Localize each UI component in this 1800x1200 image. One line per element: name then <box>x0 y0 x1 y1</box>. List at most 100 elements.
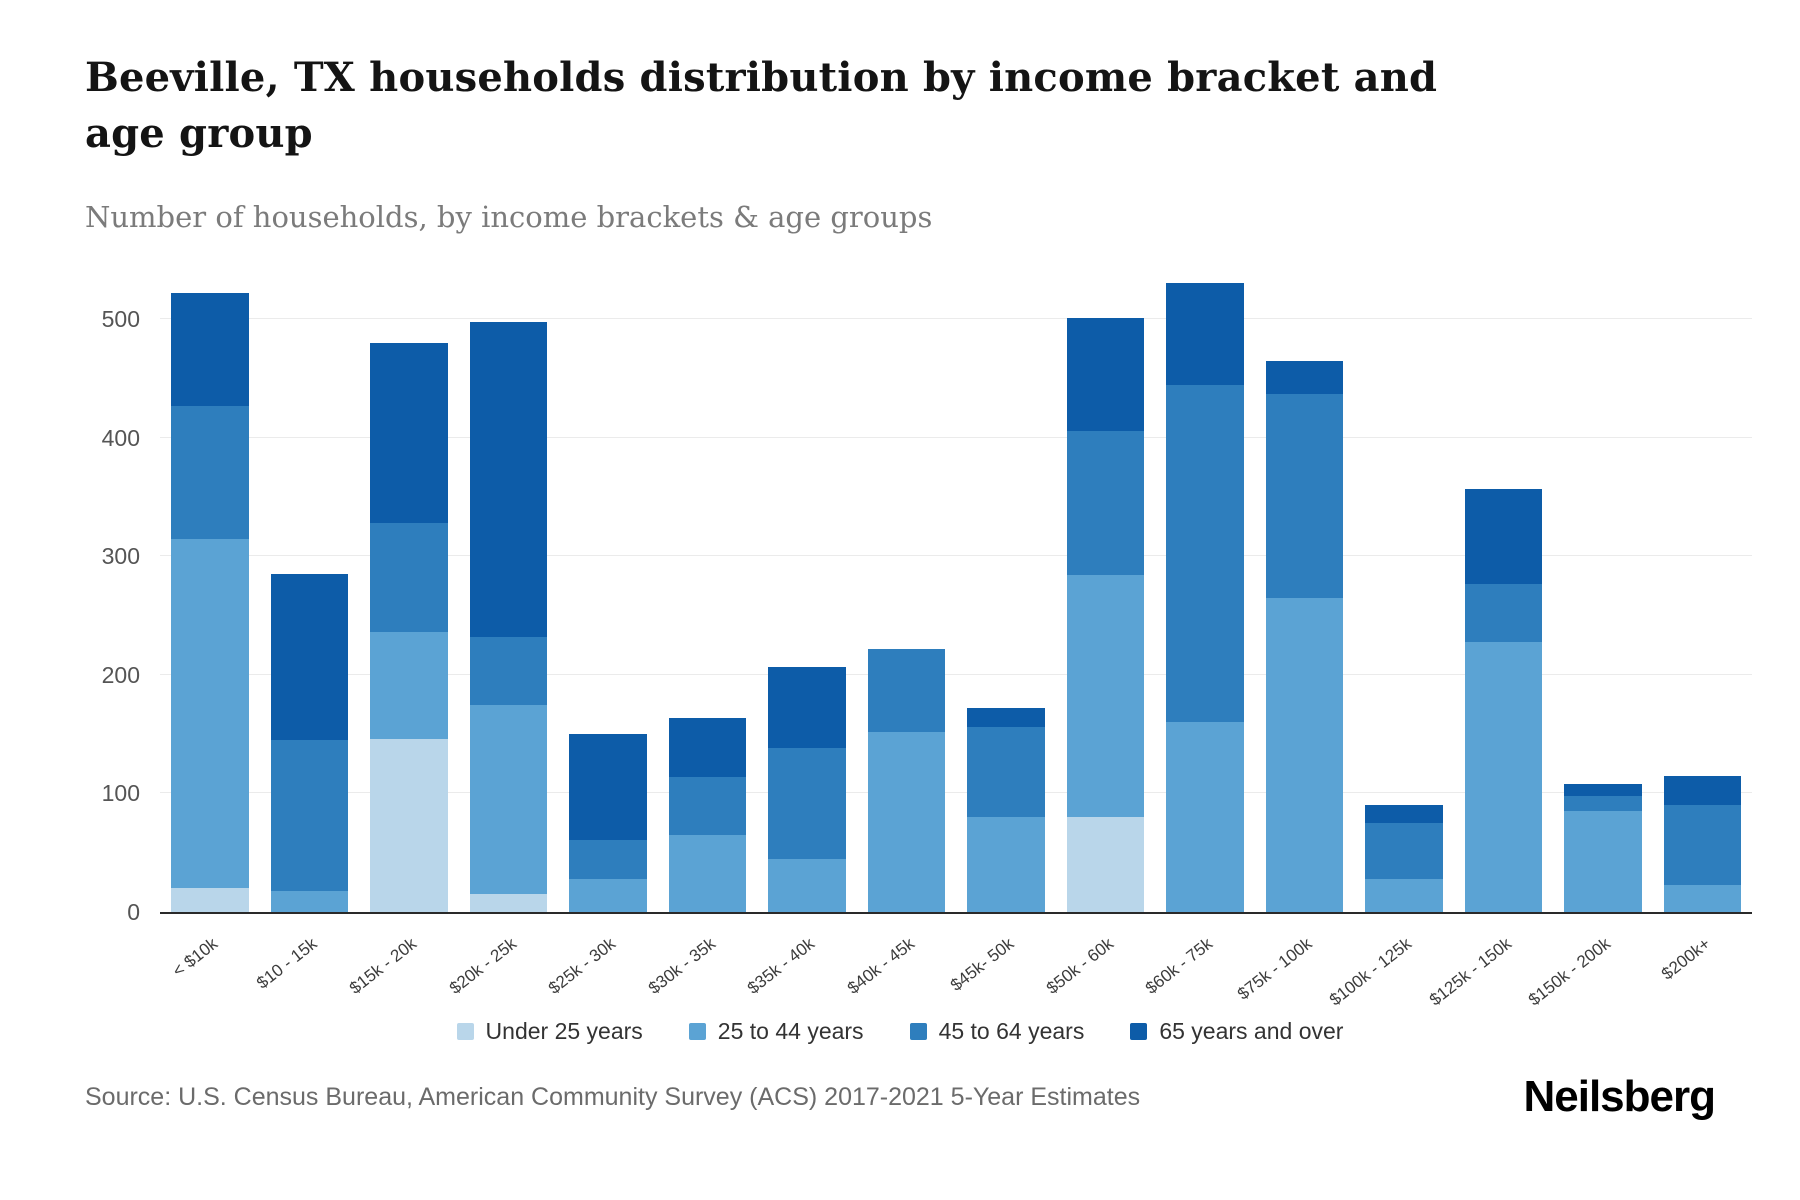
x-tick-label: $10 - 15k <box>253 934 321 993</box>
x-tick-label: $25k - 30k <box>545 934 620 998</box>
bar <box>1265 272 1343 912</box>
bar-segment[interactable] <box>967 708 1045 728</box>
bar-segment[interactable] <box>967 727 1045 818</box>
x-tick-label: < $10k <box>169 934 222 981</box>
bar-segment[interactable] <box>370 738 448 912</box>
bar-segment[interactable] <box>1464 488 1542 584</box>
bar <box>370 272 448 912</box>
x-tick-label: $100k - 125k <box>1326 934 1416 1010</box>
bar-segment[interactable] <box>1166 384 1244 723</box>
bar-segment[interactable] <box>1066 817 1144 912</box>
x-tick-label: $50k - 60k <box>1042 934 1117 998</box>
bar-segment[interactable] <box>668 717 746 777</box>
bar-segment[interactable] <box>171 538 249 889</box>
bar-segment[interactable] <box>1663 775 1741 806</box>
y-tick-label: 500 <box>101 306 140 333</box>
bar-segment[interactable] <box>1066 575 1144 818</box>
bar-segment[interactable] <box>1166 282 1244 385</box>
bar <box>270 272 348 912</box>
bar-segment[interactable] <box>569 734 647 840</box>
x-tick-label: $35k - 40k <box>744 934 819 998</box>
legend-swatch <box>1130 1023 1148 1040</box>
bar <box>1464 272 1542 912</box>
legend-swatch <box>456 1023 474 1040</box>
chart-legend: Under 25 years 25 to 44 years 45 to 64 yea… <box>0 1018 1800 1045</box>
bar-segment[interactable] <box>1663 884 1741 912</box>
legend-item[interactable]: Under 25 years <box>456 1018 643 1045</box>
bar-segment[interactable] <box>1066 430 1144 576</box>
bar-segment[interactable] <box>1265 360 1343 395</box>
y-tick-label: 200 <box>101 661 140 688</box>
x-tick-label: $200k+ <box>1657 934 1714 984</box>
bar-segment[interactable] <box>1564 811 1642 912</box>
bar <box>967 272 1045 912</box>
bar-segment[interactable] <box>270 740 348 891</box>
bar-segment[interactable] <box>1564 784 1642 796</box>
legend-label: 45 to 64 years <box>938 1018 1085 1044</box>
bar-segment[interactable] <box>370 343 448 524</box>
bar-segment[interactable] <box>668 776 746 835</box>
bar-segment[interactable] <box>768 858 846 912</box>
plot-area <box>160 272 1752 914</box>
bar <box>1564 272 1642 912</box>
bar-segment[interactable] <box>1365 805 1443 824</box>
legend-swatch <box>909 1023 927 1040</box>
bar-segment[interactable] <box>1365 878 1443 912</box>
gridline <box>160 318 1752 320</box>
bar-segment[interactable] <box>171 293 249 406</box>
bar-segment[interactable] <box>1166 722 1244 912</box>
legend-label: 65 years and over <box>1159 1018 1344 1044</box>
bar <box>469 272 547 912</box>
bar-segment[interactable] <box>867 731 945 912</box>
legend-item[interactable]: 45 to 64 years <box>909 1018 1085 1045</box>
bar-segment[interactable] <box>469 894 547 912</box>
stacked-bar-chart: 0 100 200 300 400 500 < $10k $10 - 15k $15k - 2… <box>70 272 1760 1062</box>
bar-segment[interactable] <box>1365 823 1443 879</box>
x-tick-label: $20k - 25k <box>445 934 520 998</box>
y-tick-label: 0 <box>127 899 140 925</box>
bar-segment[interactable] <box>569 839 647 879</box>
bar-segment[interactable] <box>469 704 547 895</box>
bar-segment[interactable] <box>370 523 448 633</box>
gridline <box>160 792 1752 794</box>
bar-segment[interactable] <box>270 574 348 741</box>
gridline <box>160 436 1752 438</box>
bar-segment[interactable] <box>867 648 945 732</box>
bar-segment[interactable] <box>668 834 746 912</box>
legend-label: Under 25 years <box>485 1018 643 1044</box>
bar-segment[interactable] <box>1663 805 1741 885</box>
x-tick-label: $30k - 35k <box>644 934 719 998</box>
bar <box>569 272 647 912</box>
y-tick-label: 300 <box>101 543 140 570</box>
bar-segment[interactable] <box>1464 583 1542 642</box>
bar-segment[interactable] <box>768 666 846 749</box>
bar-segment[interactable] <box>469 637 547 705</box>
bar-segment[interactable] <box>569 878 647 912</box>
bar-segment[interactable] <box>1066 318 1144 431</box>
neilsberg-logo: Neilsberg <box>1523 1072 1716 1121</box>
bar-segment[interactable] <box>270 890 348 912</box>
gridline <box>160 555 1752 557</box>
bar-segment[interactable] <box>469 321 547 638</box>
bar-segment[interactable] <box>1564 795 1642 812</box>
y-axis-labels: 0 100 200 300 400 500 <box>70 272 148 925</box>
bar <box>1663 272 1741 912</box>
bar-segment[interactable] <box>1265 394 1343 598</box>
bar-segment[interactable] <box>370 632 448 739</box>
bar-segment[interactable] <box>1265 597 1343 912</box>
source-note: Source: U.S. Census Bureau, American Com… <box>85 1082 1141 1111</box>
bar-segment[interactable] <box>171 405 249 539</box>
legend-item[interactable]: 25 to 44 years <box>688 1018 864 1045</box>
bars <box>160 272 1752 912</box>
legend-item[interactable]: 65 years and over <box>1130 1018 1343 1045</box>
bar-segment[interactable] <box>1464 641 1542 912</box>
x-tick-label: $150k - 200k <box>1525 934 1615 1010</box>
y-tick-label: 100 <box>101 780 140 807</box>
bar-segment[interactable] <box>768 748 846 859</box>
bar-segment[interactable] <box>171 888 249 912</box>
bar <box>1166 272 1244 912</box>
x-tick-label: $125k - 150k <box>1425 934 1515 1010</box>
bar-segment[interactable] <box>967 817 1045 912</box>
chart-title: Beeville, TX households distribution by … <box>85 54 1438 157</box>
